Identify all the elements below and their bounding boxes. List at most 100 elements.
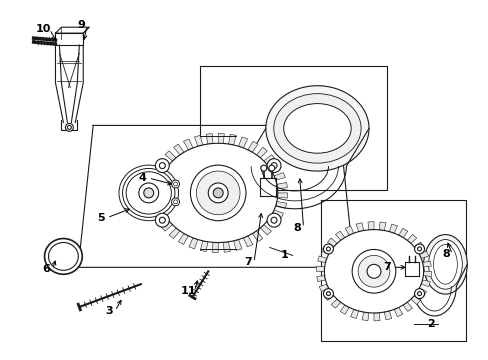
Polygon shape — [218, 133, 224, 144]
Polygon shape — [269, 163, 281, 172]
Polygon shape — [183, 139, 193, 150]
Polygon shape — [345, 226, 353, 235]
Polygon shape — [413, 242, 423, 251]
Circle shape — [326, 292, 330, 296]
Polygon shape — [367, 222, 373, 230]
Bar — [55, 33, 83, 45]
Polygon shape — [194, 135, 203, 146]
Circle shape — [67, 125, 71, 129]
Text: 3: 3 — [105, 306, 113, 316]
Ellipse shape — [283, 104, 350, 153]
Polygon shape — [422, 261, 430, 267]
Polygon shape — [158, 159, 169, 168]
Circle shape — [171, 180, 179, 188]
Polygon shape — [200, 241, 207, 252]
Polygon shape — [423, 271, 431, 276]
Circle shape — [173, 200, 177, 204]
Text: 6: 6 — [42, 264, 50, 274]
Polygon shape — [169, 228, 180, 239]
Text: 4: 4 — [139, 173, 146, 183]
Text: 10: 10 — [36, 24, 51, 34]
Ellipse shape — [48, 243, 78, 270]
Polygon shape — [155, 214, 166, 223]
Polygon shape — [161, 221, 172, 231]
Polygon shape — [275, 202, 286, 208]
Polygon shape — [223, 242, 230, 252]
Polygon shape — [373, 313, 379, 321]
Circle shape — [155, 213, 169, 227]
Circle shape — [270, 163, 277, 168]
Polygon shape — [393, 307, 402, 316]
Text: 1: 1 — [280, 251, 288, 260]
Ellipse shape — [265, 86, 368, 171]
Polygon shape — [188, 238, 198, 249]
Circle shape — [65, 123, 73, 131]
Polygon shape — [178, 234, 188, 244]
Polygon shape — [327, 238, 336, 247]
Polygon shape — [277, 193, 287, 198]
Polygon shape — [148, 188, 159, 193]
Polygon shape — [355, 223, 363, 231]
Polygon shape — [350, 309, 358, 319]
Polygon shape — [384, 311, 391, 320]
Circle shape — [323, 289, 333, 298]
Polygon shape — [272, 210, 283, 218]
Polygon shape — [324, 292, 333, 301]
Polygon shape — [340, 305, 348, 314]
Circle shape — [266, 159, 281, 172]
Circle shape — [323, 244, 333, 254]
Circle shape — [414, 289, 424, 298]
Circle shape — [260, 165, 266, 171]
Ellipse shape — [324, 230, 423, 313]
Polygon shape — [330, 299, 340, 308]
Circle shape — [139, 183, 158, 203]
Ellipse shape — [433, 244, 456, 284]
Circle shape — [417, 292, 421, 296]
Polygon shape — [247, 141, 258, 152]
Circle shape — [266, 213, 281, 227]
Polygon shape — [402, 302, 412, 311]
Circle shape — [417, 247, 421, 251]
Text: 2: 2 — [426, 319, 433, 329]
Ellipse shape — [119, 165, 178, 221]
Ellipse shape — [158, 143, 277, 243]
Ellipse shape — [122, 168, 175, 217]
Polygon shape — [398, 228, 407, 238]
Polygon shape — [153, 168, 164, 176]
Text: 8: 8 — [293, 222, 301, 233]
Circle shape — [351, 249, 395, 293]
Ellipse shape — [427, 239, 461, 289]
Polygon shape — [319, 284, 328, 292]
Polygon shape — [420, 280, 429, 287]
Polygon shape — [260, 225, 271, 235]
Polygon shape — [164, 151, 176, 161]
Text: 11: 11 — [181, 286, 196, 296]
Ellipse shape — [44, 239, 82, 274]
Text: 5: 5 — [97, 213, 105, 223]
Circle shape — [270, 217, 277, 223]
Polygon shape — [266, 218, 278, 227]
Text: 7: 7 — [382, 262, 390, 272]
Circle shape — [155, 159, 169, 172]
Circle shape — [268, 165, 274, 171]
Circle shape — [213, 188, 223, 198]
Polygon shape — [173, 144, 183, 155]
Text: 7: 7 — [244, 257, 251, 267]
Polygon shape — [263, 155, 275, 165]
Polygon shape — [228, 134, 236, 145]
Circle shape — [190, 165, 245, 221]
Polygon shape — [316, 266, 324, 271]
Polygon shape — [252, 231, 263, 242]
Polygon shape — [212, 242, 218, 252]
Circle shape — [173, 182, 177, 186]
Polygon shape — [416, 288, 426, 296]
Polygon shape — [206, 134, 213, 144]
Polygon shape — [256, 147, 267, 158]
Circle shape — [357, 255, 389, 287]
Circle shape — [159, 163, 165, 168]
Polygon shape — [407, 234, 416, 243]
Polygon shape — [243, 236, 252, 247]
Circle shape — [159, 217, 165, 223]
Ellipse shape — [423, 235, 467, 294]
Circle shape — [366, 264, 380, 278]
